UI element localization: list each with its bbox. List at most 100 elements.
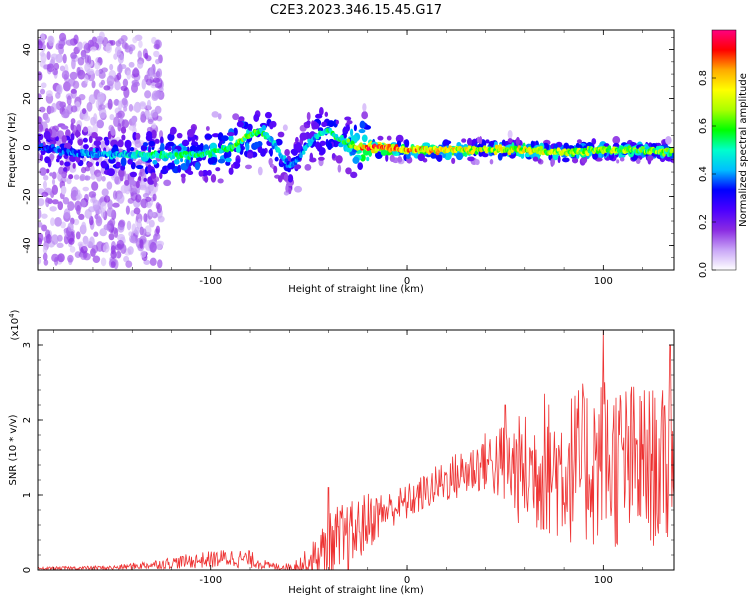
heatmap-cell (69, 246, 76, 253)
heatmap-cell (67, 78, 76, 87)
heatmap-cell (247, 123, 253, 131)
heatmap-cell (331, 153, 336, 159)
heatmap-cell (55, 84, 62, 93)
heatmap-cell (140, 111, 146, 121)
heatmap-cell (129, 235, 136, 243)
heatmap-cell (319, 140, 326, 146)
heatmap-cell (350, 171, 358, 179)
heatmap-cell (79, 174, 86, 181)
heatmap-cell (93, 231, 99, 237)
heatmap-cell (106, 207, 115, 218)
heatmap-cell (73, 174, 80, 180)
heatmap-cell (91, 181, 99, 191)
heatmap-cell (100, 140, 105, 148)
heatmap-cell (436, 153, 443, 163)
heatmap-cell (114, 176, 122, 185)
heatmap-cell (133, 81, 140, 87)
heatmap-cell (103, 85, 111, 91)
bottom-y-tick-label: 2 (22, 417, 33, 423)
heatmap-cell (474, 159, 480, 166)
heatmap-cell (288, 187, 292, 195)
heatmap-cell (311, 122, 320, 130)
heatmap-cell (299, 132, 308, 141)
heatmap-cell (647, 155, 654, 161)
heatmap-cell (55, 100, 64, 111)
heatmap-cell (74, 131, 81, 138)
heatmap-cell (335, 119, 339, 125)
heatmap-cell (89, 164, 95, 176)
heatmap-cell (93, 140, 102, 147)
heatmap-cell (70, 133, 75, 141)
heatmap-cell (126, 220, 132, 231)
bottom-y-tick-label: 3 (22, 342, 33, 348)
heatmap-cell (478, 151, 483, 157)
heatmap-cell (59, 32, 67, 42)
heatmap-cell (38, 197, 45, 207)
heatmap-cell (221, 135, 229, 142)
heatmap-cell (349, 128, 354, 137)
heatmap-cell (361, 134, 368, 143)
snr-series-line (38, 330, 674, 570)
heatmap-cell (294, 185, 303, 193)
snr-panel: -100 0 100 0 1 2 3 Height of straight line (k… (8, 309, 675, 596)
heatmap-cell (96, 241, 104, 252)
heatmap-cell (149, 241, 157, 253)
heatmap-cell (116, 193, 125, 204)
heatmap-cell (61, 111, 70, 119)
heatmap-cell (67, 222, 74, 232)
heatmap-cell (109, 39, 116, 46)
heatmap-cell (45, 90, 53, 97)
heatmap-cell (113, 53, 118, 60)
heatmap-cell (92, 124, 98, 135)
heatmap-cell (264, 111, 272, 119)
heatmap-cell (60, 185, 67, 195)
heatmap-cell (49, 206, 57, 212)
heatmap-cell (64, 161, 71, 167)
heatmap-cell (118, 169, 125, 178)
heatmap-cell (84, 74, 89, 85)
heatmap-cell (55, 43, 60, 50)
heatmap-cell (257, 166, 263, 176)
heatmap-cell (90, 174, 96, 180)
heatmap-cell (149, 257, 157, 266)
top-y-tick-label: 40 (22, 43, 33, 56)
heatmap-cell (138, 40, 143, 49)
heatmap-cell (42, 180, 47, 190)
heatmap-cell (327, 142, 333, 150)
heatmap-cell (146, 99, 152, 111)
heatmap-cell (359, 154, 366, 162)
heatmap-cell (62, 53, 67, 64)
heatmap-cell (145, 201, 152, 208)
heatmap-cell (442, 139, 450, 148)
heatmap-cell (113, 116, 120, 128)
heatmap-cell (344, 116, 352, 121)
heatmap-cell (304, 163, 312, 171)
heatmap-cell (563, 142, 570, 150)
heatmap-cell (47, 106, 55, 114)
heatmap-cell (163, 179, 172, 187)
heatmap-cell (139, 239, 144, 249)
heatmap-cell (143, 177, 148, 182)
heatmap-cell (48, 35, 55, 47)
heatmap-cell (121, 134, 126, 141)
heatmap-cell (72, 162, 76, 169)
heatmap-cell (115, 112, 123, 118)
heatmap-cell (180, 173, 186, 179)
heatmap-cell (630, 141, 636, 147)
heatmap-cell (109, 113, 115, 121)
heatmap-cell (294, 164, 302, 170)
heatmap-cell (187, 170, 194, 176)
bottom-x-tick-label: 0 (404, 575, 410, 586)
heatmap-cell (253, 113, 260, 123)
heatmap-cell (94, 62, 101, 70)
heatmap-cell (359, 120, 366, 129)
top-x-tick-label: -100 (199, 276, 222, 287)
heatmap-cell (46, 51, 51, 61)
heatmap-cell (39, 123, 44, 132)
bottom-y-axis-scale-exponent: 4 (8, 313, 16, 318)
heatmap-cell (76, 66, 81, 76)
heatmap-cell (207, 157, 215, 165)
heatmap-cell (92, 199, 100, 211)
heatmap-cell (527, 146, 532, 152)
colorbar-tick-label: 0.6 (698, 118, 709, 134)
